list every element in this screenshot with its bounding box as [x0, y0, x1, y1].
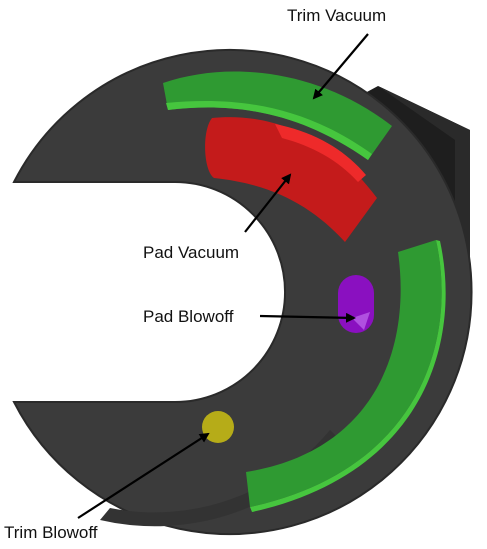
pad-vacuum-label: Pad Vacuum: [143, 243, 239, 262]
pad-vacuum-arrow: [244, 173, 292, 233]
trim-vacuum-lower-channel: [246, 240, 442, 507]
trim-blowoff-port: [202, 411, 234, 443]
trim-blowoff-label: Trim Blowoff: [4, 523, 98, 542]
pad-blowoff-port: [338, 275, 374, 333]
trim-vacuum-label: Trim Vacuum: [287, 6, 386, 25]
trim-blowoff-arrow: [77, 432, 210, 519]
pad-blowoff-label: Pad Blowoff: [143, 307, 234, 326]
pad-vacuum-highlight: [275, 124, 366, 182]
pad-blowoff-arrow: [259, 312, 356, 323]
pad-blowoff-highlight: [352, 312, 370, 330]
trim-vacuum-upper-highlight: [166, 100, 372, 160]
trim-vacuum-arrow: [312, 33, 369, 100]
